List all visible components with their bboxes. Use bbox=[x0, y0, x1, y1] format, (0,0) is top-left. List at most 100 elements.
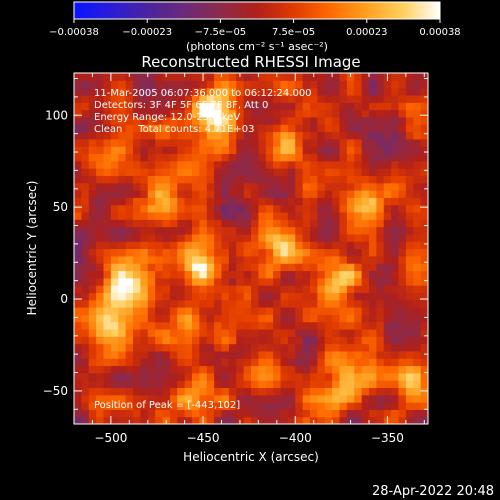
heatmap-cell bbox=[376, 350, 385, 359]
heatmap-cell bbox=[251, 233, 259, 242]
heatmap-cell bbox=[332, 248, 341, 257]
heatmap-cell bbox=[177, 277, 186, 286]
heatmap-cell bbox=[169, 219, 178, 228]
heatmap-cell bbox=[184, 416, 193, 424]
heatmap-cell bbox=[177, 211, 186, 220]
heatmap-cell bbox=[273, 307, 282, 315]
heatmap-cell bbox=[310, 197, 318, 206]
heatmap-cell bbox=[125, 124, 134, 133]
heatmap-cell bbox=[192, 211, 200, 220]
heatmap-cell bbox=[376, 138, 385, 147]
heatmap-cell bbox=[162, 211, 171, 220]
heatmap-cell bbox=[184, 160, 193, 169]
heatmap-cell bbox=[405, 87, 414, 96]
heatmap-cell bbox=[265, 336, 274, 345]
heatmap-cell bbox=[339, 211, 348, 220]
heatmap-cell bbox=[118, 190, 127, 198]
heatmap-cell bbox=[251, 277, 259, 286]
heatmap-cell bbox=[361, 160, 370, 169]
heatmap-cell bbox=[169, 285, 178, 293]
heatmap-cell bbox=[405, 263, 414, 272]
heatmap-cell bbox=[361, 270, 370, 279]
heatmap-cell bbox=[324, 87, 333, 96]
heatmap-cell bbox=[184, 175, 193, 184]
heatmap-cell bbox=[81, 307, 90, 315]
heatmap-cell bbox=[81, 226, 90, 235]
heatmap-cell bbox=[265, 131, 274, 140]
heatmap-cell bbox=[221, 394, 230, 403]
heatmap-cell bbox=[251, 387, 259, 396]
heatmap-cell bbox=[361, 394, 370, 403]
heatmap-cell bbox=[361, 138, 370, 147]
heatmap-cell bbox=[339, 285, 348, 293]
heatmap-cell bbox=[420, 336, 428, 345]
heatmap-cell bbox=[280, 138, 289, 147]
heatmap-cell bbox=[317, 416, 326, 424]
heatmap-cell bbox=[369, 160, 377, 169]
heatmap-cell bbox=[354, 211, 363, 220]
heatmap-cell bbox=[206, 277, 215, 286]
heatmap-cell bbox=[317, 248, 326, 257]
heatmap-cell bbox=[96, 336, 105, 345]
heatmap-cell bbox=[251, 226, 259, 235]
heatmap-cell bbox=[147, 387, 156, 396]
heatmap-cell bbox=[265, 94, 274, 103]
heatmap-cell bbox=[184, 380, 193, 389]
heatmap-cell bbox=[147, 394, 156, 403]
heatmap-cell bbox=[295, 146, 304, 155]
heatmap-cell bbox=[147, 153, 156, 162]
heatmap-cell bbox=[369, 248, 377, 257]
heatmap-cell bbox=[206, 124, 215, 133]
heatmap-cell bbox=[324, 211, 333, 220]
heatmap-cell bbox=[383, 299, 392, 308]
heatmap-cell bbox=[103, 409, 112, 418]
heatmap-cell bbox=[376, 372, 385, 381]
heatmap-cell bbox=[346, 358, 355, 367]
heatmap-cell bbox=[125, 270, 134, 279]
heatmap-cell bbox=[96, 182, 105, 191]
heatmap-cell bbox=[81, 387, 90, 396]
heatmap-cell bbox=[214, 336, 223, 345]
heatmap-cell bbox=[110, 109, 119, 118]
heatmap-cell bbox=[398, 182, 407, 191]
heatmap-cell bbox=[236, 146, 245, 155]
heatmap-cell bbox=[74, 190, 82, 198]
heatmap-cell bbox=[332, 175, 341, 184]
heatmap-cell bbox=[214, 365, 223, 374]
heatmap-cell bbox=[317, 204, 326, 213]
heatmap-cell bbox=[169, 182, 178, 191]
heatmap-cell bbox=[265, 255, 274, 264]
heatmap-cell bbox=[140, 394, 149, 403]
heatmap-cell bbox=[155, 211, 164, 220]
heatmap-cell bbox=[420, 277, 428, 286]
heatmap-cell bbox=[317, 226, 326, 235]
heatmap-cell bbox=[125, 248, 134, 257]
heatmap-cell bbox=[214, 321, 223, 330]
heatmap-cell bbox=[125, 175, 134, 184]
heatmap-cell bbox=[206, 336, 215, 345]
heatmap-cell bbox=[110, 219, 119, 228]
heatmap-cell bbox=[295, 292, 304, 301]
heatmap-cell bbox=[236, 197, 245, 206]
heatmap-cell bbox=[74, 402, 82, 410]
heatmap-cell bbox=[273, 131, 282, 140]
heatmap-cell bbox=[81, 343, 90, 352]
heatmap-cell bbox=[96, 350, 105, 359]
heatmap-cell bbox=[361, 255, 370, 264]
heatmap-cell bbox=[169, 416, 178, 424]
heatmap-cell bbox=[206, 116, 215, 125]
heatmap-cell bbox=[324, 263, 333, 272]
heatmap-cell bbox=[317, 211, 326, 220]
heatmap-cell bbox=[420, 168, 428, 176]
heatmap-cell bbox=[74, 365, 82, 374]
heatmap-cell bbox=[214, 80, 223, 89]
heatmap-cell bbox=[391, 102, 400, 111]
heatmap-cell bbox=[251, 328, 259, 337]
heatmap-cell bbox=[177, 343, 186, 352]
heatmap-cell bbox=[420, 307, 428, 315]
heatmap-cell bbox=[383, 124, 392, 133]
heatmap-cell bbox=[369, 109, 377, 118]
heatmap-cell bbox=[221, 175, 230, 184]
heatmap-cell bbox=[184, 87, 193, 96]
heatmap-cell bbox=[310, 380, 318, 389]
